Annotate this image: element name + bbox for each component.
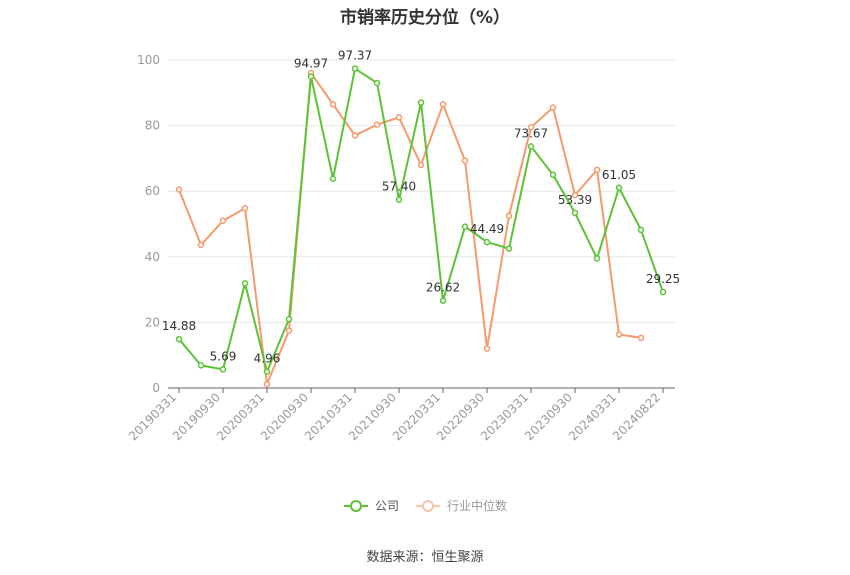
data-point-1 bbox=[461, 157, 469, 164]
data-label: 4.96 bbox=[254, 352, 281, 366]
data-label: 5.69 bbox=[210, 349, 237, 363]
data-point-1 bbox=[263, 380, 271, 388]
data-label: 94.97 bbox=[294, 56, 328, 70]
data-point-1 bbox=[439, 101, 447, 108]
chart-title: 市销率历史分位（%） bbox=[339, 8, 511, 28]
data-point-0 bbox=[417, 99, 425, 106]
data-label: 53.39 bbox=[558, 193, 592, 207]
data-point-0 bbox=[461, 223, 469, 230]
data-point-1 bbox=[241, 205, 249, 212]
y-tick-label: 80 bbox=[145, 119, 160, 133]
x-tick-label: 20240822 bbox=[610, 390, 663, 443]
y-tick-label: 20 bbox=[145, 315, 160, 329]
legend-industry-marker bbox=[416, 499, 440, 512]
grid-lines bbox=[168, 59, 675, 323]
data-point-0 bbox=[197, 362, 205, 369]
data-point-0 bbox=[263, 368, 271, 375]
data-label: 97.37 bbox=[338, 49, 372, 63]
legend-company-label: 公司 bbox=[374, 499, 399, 513]
data-labels: 14.88 5.69 4.96 94.97 97.37 57.40 26.62 44.49 73… bbox=[162, 49, 680, 366]
data-point-0 bbox=[659, 288, 667, 296]
data-point-1 bbox=[549, 104, 557, 111]
legend-item-industry-median[interactable]: 行业中位数 bbox=[415, 497, 507, 514]
data-point-1 bbox=[483, 345, 491, 352]
data-point-0 bbox=[241, 280, 249, 287]
data-label: 57.40 bbox=[382, 180, 416, 194]
y-tick-label: 60 bbox=[145, 184, 160, 198]
data-point-1 bbox=[285, 327, 293, 334]
data-point-0 bbox=[593, 255, 601, 262]
data-point-0 bbox=[373, 79, 381, 87]
data-point-1 bbox=[505, 212, 513, 220]
y-tick-label: 40 bbox=[145, 250, 160, 264]
data-point-0 bbox=[175, 335, 183, 343]
legend: 公司 行业中位数 bbox=[0, 497, 850, 514]
data-label: 61.05 bbox=[602, 168, 636, 182]
legend-industry-label: 行业中位数 bbox=[447, 499, 508, 513]
y-tick-label: 0 bbox=[152, 381, 160, 395]
data-point-0 bbox=[219, 366, 227, 373]
data-point-0 bbox=[285, 315, 293, 323]
y-tick-label: 100 bbox=[137, 53, 160, 67]
data-point-1 bbox=[593, 166, 601, 174]
series-line-0 bbox=[178, 67, 664, 373]
data-point-0 bbox=[329, 175, 337, 182]
data-point-0 bbox=[527, 143, 535, 150]
data-label: 29.25 bbox=[646, 272, 680, 286]
data-point-0 bbox=[307, 73, 315, 80]
data-label: 26.62 bbox=[426, 281, 460, 295]
data-point-0 bbox=[505, 245, 513, 252]
series-lines bbox=[175, 65, 667, 388]
data-point-1 bbox=[373, 121, 381, 128]
series-line-1 bbox=[178, 72, 642, 386]
data-point-1 bbox=[417, 161, 425, 169]
data-label: 14.88 bbox=[162, 319, 196, 333]
data-point-0 bbox=[395, 196, 403, 203]
data-point-1 bbox=[351, 132, 359, 139]
data-point-1 bbox=[395, 114, 403, 121]
data-point-1 bbox=[329, 101, 337, 108]
data-point-0 bbox=[549, 171, 557, 179]
legend-company-marker bbox=[343, 499, 368, 512]
data-point-1 bbox=[197, 241, 205, 249]
data-point-0 bbox=[439, 297, 447, 304]
data-point-1 bbox=[571, 191, 579, 199]
data-point-0 bbox=[351, 65, 359, 72]
data-point-1 bbox=[615, 331, 623, 338]
data-point-0 bbox=[483, 238, 491, 246]
data-point-1 bbox=[175, 186, 183, 193]
data-point-1 bbox=[219, 217, 227, 224]
data-point-1 bbox=[527, 123, 535, 131]
data-point-1 bbox=[637, 334, 645, 342]
source-note: 数据来源：恒生聚源 bbox=[366, 550, 484, 565]
legend-item-company[interactable]: 公司 bbox=[343, 497, 399, 514]
data-point-0 bbox=[571, 209, 579, 217]
data-point-0 bbox=[637, 226, 645, 234]
data-point-0 bbox=[615, 184, 623, 192]
data-label: 44.49 bbox=[470, 222, 504, 236]
data-label: 73.67 bbox=[514, 126, 548, 140]
